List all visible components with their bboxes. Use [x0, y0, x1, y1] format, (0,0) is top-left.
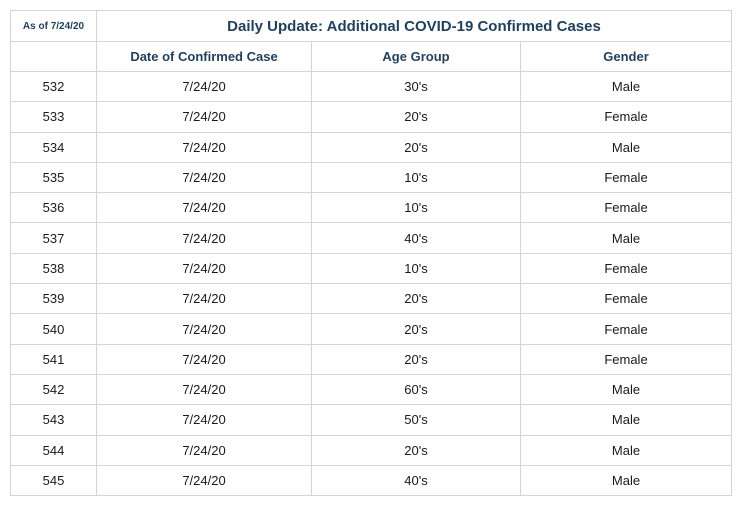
case-id-cell: 540: [10, 313, 97, 345]
column-header-id: [10, 41, 97, 72]
table-row: 539 7/24/20 20's Female: [10, 283, 733, 315]
case-id-cell: 535: [10, 161, 97, 194]
table-row: 541 7/24/20 20's Female: [10, 343, 733, 375]
age-group-cell: 20's: [311, 313, 521, 345]
age-group-cell: 40's: [311, 222, 521, 254]
gender-cell: Male: [519, 404, 733, 436]
case-id-cell: 536: [10, 192, 97, 224]
gender-cell: Male: [519, 70, 733, 103]
gender-cell: Male: [519, 434, 733, 466]
cases-table-container: As of 7/24/20 Daily Update: Additional C…: [10, 10, 733, 497]
gender-cell: Female: [519, 101, 733, 133]
date-cell: 7/24/20: [96, 222, 312, 254]
gender-cell: Female: [519, 283, 733, 315]
case-id-cell: 539: [10, 283, 97, 315]
table-row: 533 7/24/20 20's Female: [10, 101, 733, 133]
table-row: 545 7/24/20 40's Male: [10, 464, 733, 497]
gender-cell: Male: [519, 373, 733, 406]
gender-cell: Female: [519, 252, 733, 285]
age-group-cell: 10's: [311, 161, 521, 194]
case-id-cell: 532: [10, 70, 97, 103]
age-group-cell: 20's: [311, 343, 521, 375]
gender-cell: Female: [519, 343, 733, 375]
gender-cell: Female: [519, 161, 733, 194]
table-row: 542 7/24/20 60's Male: [10, 373, 733, 406]
gender-cell: Male: [519, 131, 733, 163]
age-group-cell: 20's: [311, 434, 521, 466]
case-id-cell: 541: [10, 343, 97, 375]
age-group-cell: 60's: [311, 373, 521, 406]
column-header-row: Date of Confirmed Case Age Group Gender: [10, 41, 733, 72]
case-id-cell: 534: [10, 131, 97, 163]
column-header-gender: Gender: [519, 41, 733, 72]
age-group-cell: 30's: [311, 70, 521, 103]
table-row: 543 7/24/20 50's Male: [10, 404, 733, 436]
gender-cell: Female: [519, 313, 733, 345]
column-header-date: Date of Confirmed Case: [96, 41, 312, 72]
gender-cell: Male: [519, 222, 733, 254]
case-id-cell: 545: [10, 464, 97, 497]
date-cell: 7/24/20: [96, 131, 312, 163]
date-cell: 7/24/20: [96, 434, 312, 466]
date-cell: 7/24/20: [96, 161, 312, 194]
date-cell: 7/24/20: [96, 101, 312, 133]
age-group-cell: 20's: [311, 131, 521, 163]
date-cell: 7/24/20: [96, 70, 312, 103]
table-row: 536 7/24/20 10's Female: [10, 192, 733, 224]
date-cell: 7/24/20: [96, 464, 312, 497]
date-cell: 7/24/20: [96, 252, 312, 285]
table-body: 532 7/24/20 30's Male 533 7/24/20 20's F…: [10, 70, 733, 497]
date-cell: 7/24/20: [96, 343, 312, 375]
table-row: 532 7/24/20 30's Male: [10, 70, 733, 103]
case-id-cell: 533: [10, 101, 97, 133]
table-row: 540 7/24/20 20's Female: [10, 313, 733, 345]
cases-table: As of 7/24/20 Daily Update: Additional C…: [10, 10, 733, 497]
gender-cell: Female: [519, 192, 733, 224]
date-cell: 7/24/20: [96, 192, 312, 224]
age-group-cell: 20's: [311, 101, 521, 133]
age-group-cell: 20's: [311, 283, 521, 315]
date-cell: 7/24/20: [96, 313, 312, 345]
age-group-cell: 10's: [311, 252, 521, 285]
title-row: As of 7/24/20 Daily Update: Additional C…: [10, 10, 733, 42]
table-row: 535 7/24/20 10's Female: [10, 161, 733, 194]
case-id-cell: 537: [10, 222, 97, 254]
date-cell: 7/24/20: [96, 373, 312, 406]
case-id-cell: 543: [10, 404, 97, 436]
case-id-cell: 544: [10, 434, 97, 466]
table-row: 537 7/24/20 40's Male: [10, 222, 733, 254]
table-row: 538 7/24/20 10's Female: [10, 252, 733, 285]
age-group-cell: 10's: [311, 192, 521, 224]
table-title: Daily Update: Additional COVID-19 Confir…: [95, 10, 733, 42]
case-id-cell: 542: [10, 373, 97, 406]
column-header-age-group: Age Group: [311, 41, 521, 72]
age-group-cell: 50's: [311, 404, 521, 436]
age-group-cell: 40's: [311, 464, 521, 497]
date-cell: 7/24/20: [96, 283, 312, 315]
table-row: 534 7/24/20 20's Male: [10, 131, 733, 163]
table-row: 544 7/24/20 20's Male: [10, 434, 733, 466]
as-of-date: As of 7/24/20: [10, 10, 97, 42]
gender-cell: Male: [519, 464, 733, 497]
case-id-cell: 538: [10, 252, 97, 285]
date-cell: 7/24/20: [96, 404, 312, 436]
